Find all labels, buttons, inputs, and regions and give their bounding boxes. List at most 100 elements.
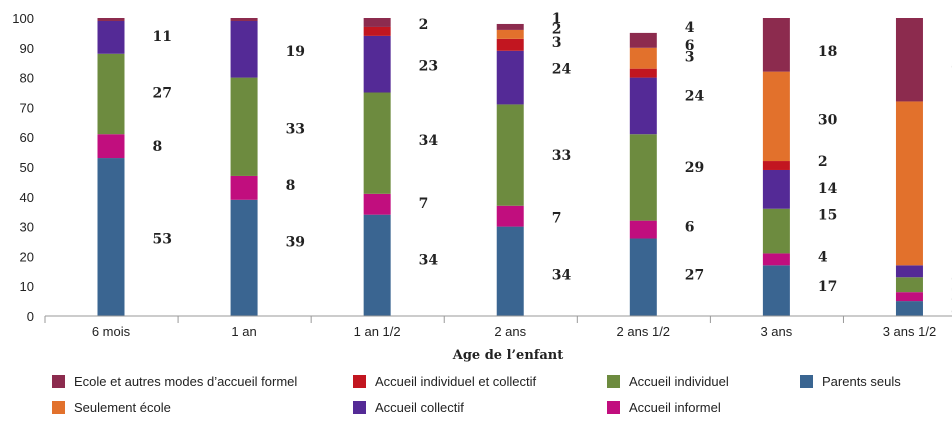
y-tick-label: 10 bbox=[20, 279, 34, 294]
y-tick-label: 80 bbox=[20, 71, 34, 86]
bar-segment bbox=[496, 29, 524, 39]
bar-segment bbox=[762, 161, 790, 170]
bar-segment bbox=[230, 175, 258, 200]
value-label: 8 bbox=[286, 178, 296, 194]
y-tick-label: 60 bbox=[20, 130, 34, 145]
bar-segment bbox=[230, 18, 258, 21]
value-label: 57 bbox=[951, 166, 952, 182]
bar-segment bbox=[496, 205, 524, 227]
value-label: 28 bbox=[951, 56, 952, 72]
bar-segment bbox=[762, 71, 790, 162]
bar-segment bbox=[97, 18, 125, 21]
bar-segment bbox=[496, 104, 524, 206]
value-label: 2 bbox=[419, 17, 429, 33]
value-label: 24 bbox=[552, 62, 572, 78]
bar-segment bbox=[496, 38, 524, 51]
bar-segment bbox=[363, 18, 391, 27]
value-label: 34 bbox=[419, 252, 439, 268]
x-tick-label: 3 ans bbox=[760, 324, 792, 339]
legend-swatch bbox=[353, 375, 366, 388]
legend-label: Parents seuls bbox=[822, 374, 901, 389]
bar-segment bbox=[629, 68, 657, 78]
bar-segment bbox=[629, 134, 657, 221]
value-label: 33 bbox=[552, 148, 571, 164]
bar-segment bbox=[363, 92, 391, 194]
value-label: 14 bbox=[818, 181, 838, 197]
x-tick-label: 3 ans 1/2 bbox=[883, 324, 937, 339]
x-tick-label: 2 ans 1/2 bbox=[617, 324, 671, 339]
value-label: 34 bbox=[419, 133, 439, 149]
bar-segment bbox=[97, 158, 125, 316]
value-label: 6 bbox=[951, 305, 952, 321]
y-tick-label: 40 bbox=[20, 190, 34, 205]
legend-swatch bbox=[607, 401, 620, 414]
bar-segment bbox=[363, 214, 391, 316]
y-tick-label: 0 bbox=[27, 309, 34, 324]
bar-segment bbox=[762, 253, 790, 266]
value-label: 29 bbox=[685, 160, 704, 176]
value-label: 27 bbox=[153, 86, 172, 102]
value-label: 23 bbox=[419, 59, 438, 75]
bar-segment bbox=[895, 292, 923, 302]
value-label: 39 bbox=[286, 235, 305, 251]
legend-swatch bbox=[52, 375, 65, 388]
value-label: 4 bbox=[818, 249, 828, 265]
bar-segment bbox=[895, 101, 923, 266]
y-tick-label: 20 bbox=[20, 249, 34, 264]
bar-segment bbox=[629, 77, 657, 135]
value-label: 2 bbox=[818, 154, 828, 170]
legend-label: Ecole et autres modes d’accueil formel bbox=[74, 374, 297, 389]
bar-segment bbox=[97, 134, 125, 159]
bar-segment bbox=[762, 208, 790, 254]
bar-segment bbox=[363, 35, 391, 93]
value-label: 15 bbox=[818, 208, 837, 224]
value-label: 6 bbox=[685, 220, 695, 236]
bar-segment bbox=[895, 301, 923, 316]
legend-label: Accueil individuel et collectif bbox=[375, 374, 537, 389]
bars bbox=[97, 18, 923, 316]
bar-segment bbox=[230, 199, 258, 316]
value-label: 6 bbox=[685, 38, 695, 54]
value-label: 2 bbox=[951, 288, 952, 304]
value-label: 7 bbox=[552, 211, 562, 227]
y-tick-label: 100 bbox=[12, 11, 34, 26]
bar-segment bbox=[363, 26, 391, 36]
legend-label: Accueil informel bbox=[629, 400, 721, 415]
legend-swatch bbox=[353, 401, 366, 414]
bar-segment bbox=[629, 220, 657, 239]
value-labels: 5382711398331934734232347332432127629243… bbox=[153, 11, 952, 321]
y-tick-label: 70 bbox=[20, 100, 34, 115]
value-label: 7 bbox=[419, 196, 429, 212]
legend-swatch bbox=[607, 375, 620, 388]
bar-segment bbox=[629, 238, 657, 316]
value-label: 53 bbox=[153, 232, 172, 248]
x-tick-label: 2 ans bbox=[494, 324, 526, 339]
value-label: 33 bbox=[286, 121, 305, 137]
y-tick-label: 30 bbox=[20, 220, 34, 235]
bar-segment bbox=[496, 23, 524, 30]
x-tick-label: 1 an bbox=[231, 324, 256, 339]
bar-segment bbox=[762, 265, 790, 316]
bar-segment bbox=[629, 32, 657, 48]
bar-segment bbox=[762, 169, 790, 209]
value-label: 27 bbox=[685, 267, 704, 283]
value-label: 2 bbox=[951, 267, 952, 283]
bar-segment bbox=[629, 47, 657, 69]
value-label: 1 bbox=[552, 11, 562, 27]
value-label: 4 bbox=[685, 20, 695, 36]
value-label: 11 bbox=[153, 29, 172, 45]
bar-segment bbox=[230, 77, 258, 176]
bar-segment bbox=[97, 53, 125, 135]
bar-segment bbox=[230, 20, 258, 78]
bar-segment bbox=[895, 18, 923, 102]
value-label: 3 bbox=[951, 279, 952, 295]
bar-segment bbox=[895, 277, 923, 293]
value-label: 3 bbox=[685, 50, 695, 66]
legend-label: Seulement école bbox=[74, 400, 171, 415]
legend: Ecole et autres modes d’accueil formel Ac… bbox=[52, 374, 901, 415]
y-tick-label: 50 bbox=[20, 160, 34, 175]
value-label: 19 bbox=[286, 44, 305, 60]
value-label: 8 bbox=[153, 139, 163, 155]
value-label: 2 bbox=[552, 21, 562, 37]
y-axis-ticks: 0 10 20 30 40 50 60 70 80 90 100 bbox=[12, 11, 34, 324]
